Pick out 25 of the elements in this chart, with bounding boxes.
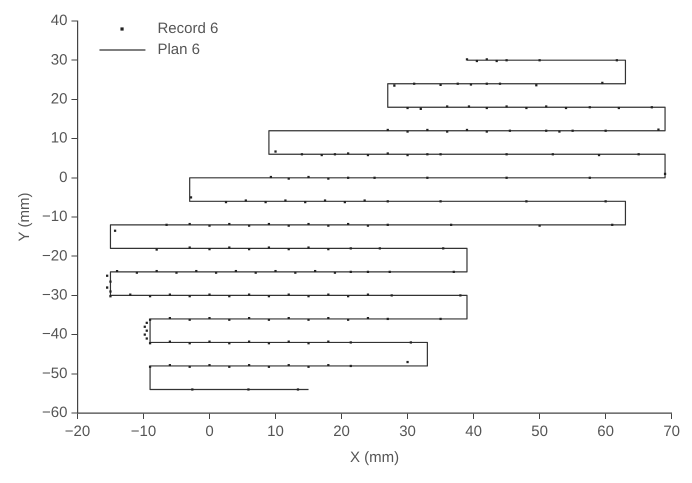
- x-tick-label: 20: [333, 423, 350, 440]
- y-tick-label: −60: [42, 404, 68, 422]
- x-tick-label: 10: [267, 423, 284, 440]
- x-tick-label: −10: [130, 423, 156, 440]
- y-tick-label: −30: [42, 286, 68, 304]
- legend-label: Record 6: [157, 20, 218, 38]
- y-tick-label: 0: [59, 168, 68, 186]
- x-tick-label: −20: [64, 423, 90, 440]
- x-tick-label: 50: [531, 423, 548, 440]
- x-tick-label: 70: [663, 423, 680, 440]
- legend-label: Plan 6: [157, 41, 200, 58]
- y-tick-label: −10: [42, 208, 68, 226]
- y-tick-label: 40: [50, 12, 68, 30]
- y-tick-label: 30: [50, 51, 68, 68]
- x-tick-label: 60: [597, 423, 614, 440]
- y-tick-label: 10: [50, 130, 68, 147]
- y-axis-title: Y (mm): [16, 192, 34, 242]
- x-axis-title: X (mm): [350, 449, 400, 466]
- x-tick-label: 0: [205, 423, 214, 440]
- y-tick-label: −50: [42, 364, 68, 382]
- x-tick-label: 30: [399, 423, 416, 440]
- x-tick-label: 40: [465, 423, 482, 440]
- y-tick-label: −40: [42, 326, 68, 343]
- y-tick-label: −20: [42, 247, 68, 264]
- y-tick-label: 20: [50, 90, 68, 108]
